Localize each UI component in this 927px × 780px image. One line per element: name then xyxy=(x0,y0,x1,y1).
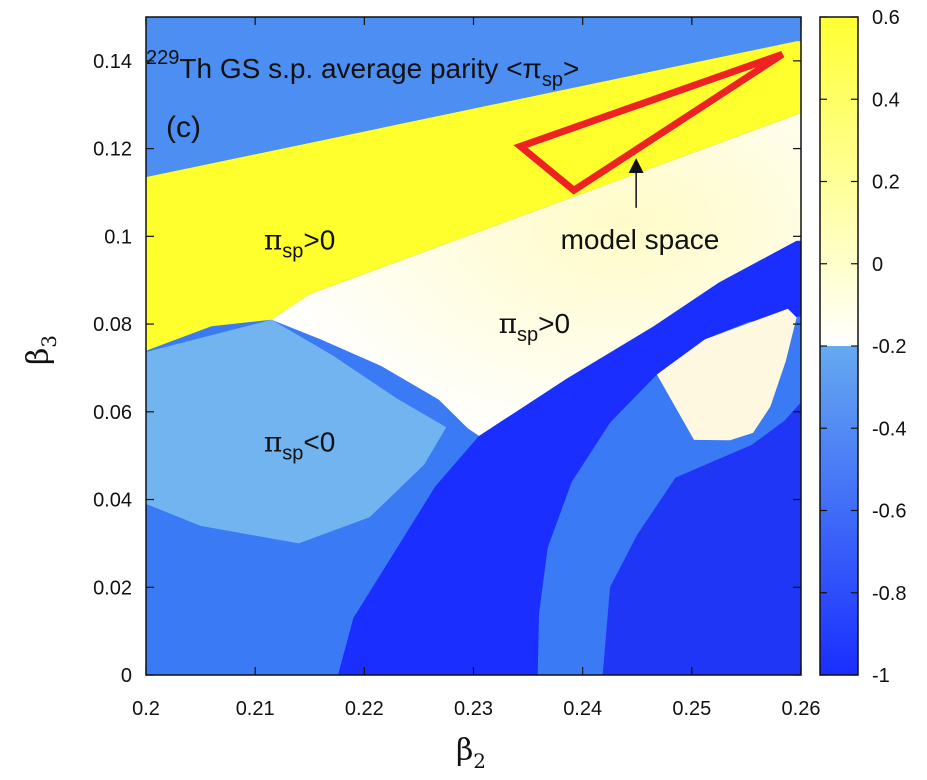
x-tick-label: 0.2 xyxy=(132,698,160,720)
colorbar-tick-label: 0 xyxy=(872,254,883,276)
x-tick-label: 0.26 xyxy=(782,698,821,720)
x-tick-label: 0.21 xyxy=(236,698,275,720)
region-deep-blue-band xyxy=(337,240,801,675)
x-axis-label: β2 xyxy=(456,733,486,773)
colorbar-tick-label: 0.4 xyxy=(872,89,900,111)
region-labels: πsp>0 πsp>0 πsp<0 xyxy=(264,223,570,464)
chart-title: 229Th GS s.p. average parity <πsp> xyxy=(146,47,579,91)
colorbar-tick-label: -0.8 xyxy=(872,583,906,605)
y-tick-label: 0.06 xyxy=(93,402,132,424)
x-tick-label: 0.22 xyxy=(345,698,384,720)
x-axis: 0.2 0.21 0.22 0.23 0.24 0.25 0.26 xyxy=(132,17,820,720)
colorbar-tick-label: -0.4 xyxy=(872,418,906,440)
region-yellow xyxy=(146,41,801,351)
y-tick-label: 0.1 xyxy=(104,226,132,248)
y-axis-label: β3 xyxy=(21,335,61,365)
x-tick-label: 0.25 xyxy=(672,698,711,720)
colorbar-tick-label: -0.6 xyxy=(872,501,906,523)
y-tick-label: 0.02 xyxy=(93,577,132,599)
region-white-pocket xyxy=(656,308,797,441)
colorbar-tick-label: 0.2 xyxy=(872,172,900,194)
y-tick-label: 0 xyxy=(121,665,132,687)
panel-label: (c) xyxy=(166,111,201,144)
colorbar-tick-label: -1 xyxy=(872,665,890,687)
y-tick-label: 0.14 xyxy=(93,51,132,73)
model-space-label: model space xyxy=(561,224,720,255)
colorbar-ticks: 0.6 0.4 0.2 0 -0.2 -0.4 -0.6 -0.8 -1 xyxy=(820,7,906,687)
region-label-lower-blue-region: πsp<0 xyxy=(264,425,335,464)
y-tick-label: 0.04 xyxy=(93,490,132,512)
region-label-middle-white-region: πsp>0 xyxy=(499,307,570,346)
y-tick-label: 0.08 xyxy=(93,314,132,336)
region-upper-blue xyxy=(146,17,801,178)
region-white xyxy=(271,113,801,436)
x-tick-label: 0.23 xyxy=(454,698,493,720)
region-label-upper-yellow-band: πsp>0 xyxy=(264,223,335,262)
colorbar-tick-label: -0.2 xyxy=(872,336,906,358)
y-tick-label: 0.12 xyxy=(93,139,132,161)
region-deep-blue-lower xyxy=(602,402,801,675)
y-axis: 0 0.02 0.04 0.06 0.08 0.1 0.12 0.14 xyxy=(93,51,801,687)
region-light-blue xyxy=(146,319,447,544)
x-tick-label: 0.24 xyxy=(563,698,602,720)
heatmap-regions xyxy=(146,17,801,675)
model-space-outline xyxy=(513,50,785,195)
colorbar-tick-label: 0.6 xyxy=(872,7,900,29)
